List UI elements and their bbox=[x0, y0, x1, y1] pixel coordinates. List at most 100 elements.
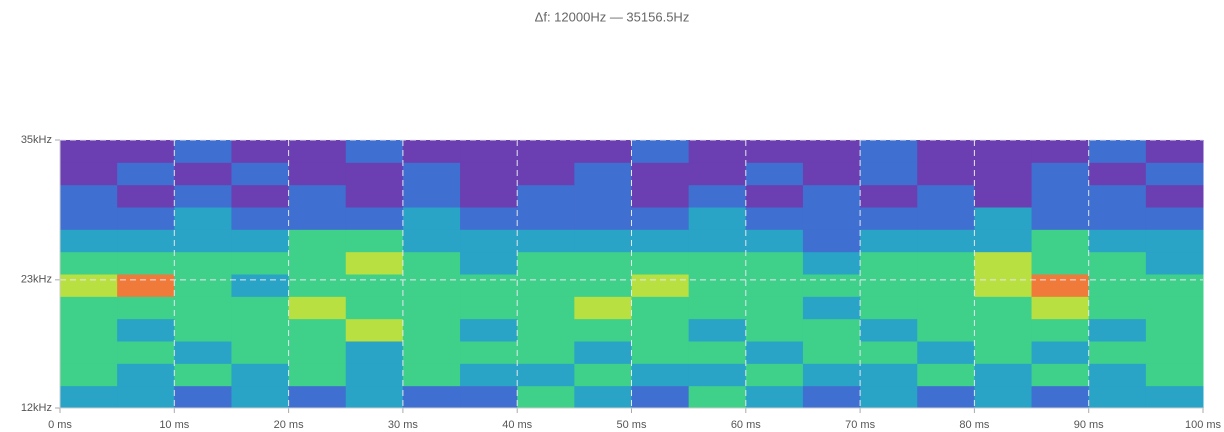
heatmap-cell bbox=[632, 207, 690, 230]
heatmap-cell bbox=[460, 386, 518, 409]
heatmap-cell bbox=[460, 363, 518, 386]
heatmap-cell bbox=[117, 185, 175, 208]
heatmap-cell bbox=[803, 341, 861, 364]
heatmap-cell bbox=[174, 252, 232, 275]
heatmap-cell bbox=[1146, 274, 1204, 297]
x-tick-label: 20 ms bbox=[274, 419, 304, 431]
heatmap-cell bbox=[231, 252, 289, 275]
heatmap-cell bbox=[917, 386, 975, 409]
heatmap-cell bbox=[746, 341, 804, 364]
heatmap-cell bbox=[231, 274, 289, 297]
heatmap-cell bbox=[517, 274, 575, 297]
heatmap-cell bbox=[860, 229, 918, 252]
heatmap-cell bbox=[231, 341, 289, 364]
heatmap-cell bbox=[917, 319, 975, 342]
heatmap-cell bbox=[517, 229, 575, 252]
heatmap-cell bbox=[60, 319, 118, 342]
heatmap-cell bbox=[517, 140, 575, 163]
heatmap-cell bbox=[917, 140, 975, 163]
heatmap-cell bbox=[1032, 229, 1090, 252]
heatmap-cell bbox=[632, 274, 690, 297]
heatmap-cell bbox=[803, 162, 861, 185]
heatmap-cell bbox=[860, 341, 918, 364]
heatmap-cell bbox=[1089, 252, 1147, 275]
heatmap-cell bbox=[60, 363, 118, 386]
heatmap-cell bbox=[117, 296, 175, 319]
heatmap-cell bbox=[917, 185, 975, 208]
heatmap-cell bbox=[60, 274, 118, 297]
heatmap-cell bbox=[974, 341, 1032, 364]
heatmap-cell bbox=[289, 229, 347, 252]
heatmap-cell bbox=[231, 140, 289, 163]
heatmap-cell bbox=[289, 341, 347, 364]
heatmap-cell bbox=[574, 386, 632, 409]
heatmap-cell bbox=[403, 185, 461, 208]
heatmap-cell bbox=[60, 207, 118, 230]
x-tick-label: 0 ms bbox=[48, 419, 72, 431]
heatmap-cell bbox=[803, 363, 861, 386]
heatmap-cell bbox=[574, 274, 632, 297]
heatmap-cell bbox=[117, 162, 175, 185]
heatmap-cell bbox=[346, 386, 404, 409]
heatmap-cell bbox=[917, 229, 975, 252]
heatmap-cell bbox=[289, 274, 347, 297]
heatmap-cell bbox=[574, 185, 632, 208]
heatmap-cell bbox=[632, 252, 690, 275]
y-tick-label: 35kHz bbox=[21, 134, 52, 146]
heatmap-cell bbox=[689, 140, 747, 163]
heatmap-cell bbox=[231, 229, 289, 252]
heatmap-cell bbox=[860, 296, 918, 319]
x-tick-label: 10 ms bbox=[159, 419, 189, 431]
heatmap-cell bbox=[632, 386, 690, 409]
heatmap-cell bbox=[917, 252, 975, 275]
heatmap-cell bbox=[1032, 363, 1090, 386]
heatmap-cell bbox=[1146, 363, 1204, 386]
heatmap-cell bbox=[746, 319, 804, 342]
heatmap-cell bbox=[860, 386, 918, 409]
heatmap-cell bbox=[174, 207, 232, 230]
heatmap-cell bbox=[689, 386, 747, 409]
heatmap-cell bbox=[974, 274, 1032, 297]
heatmap-cell bbox=[689, 207, 747, 230]
heatmap-cell bbox=[346, 296, 404, 319]
heatmap-cell bbox=[974, 296, 1032, 319]
chart: Δf: 12000Hz — 35156.5Hz 0 ms10 ms20 ms30… bbox=[0, 0, 1224, 432]
heatmap-cell bbox=[289, 363, 347, 386]
heatmap-cell bbox=[746, 140, 804, 163]
heatmap-cell bbox=[403, 274, 461, 297]
heatmap-cell bbox=[403, 341, 461, 364]
heatmap-cell bbox=[346, 363, 404, 386]
heatmap-cell bbox=[1146, 185, 1204, 208]
heatmap-cell bbox=[231, 319, 289, 342]
heatmap-cell bbox=[231, 386, 289, 409]
heatmap-cell bbox=[803, 386, 861, 409]
heatmap-cell bbox=[974, 162, 1032, 185]
heatmap-cell bbox=[1032, 140, 1090, 163]
heatmap-cell bbox=[1146, 341, 1204, 364]
heatmap-cell bbox=[460, 274, 518, 297]
heatmap-cell bbox=[60, 162, 118, 185]
heatmap-cell bbox=[803, 207, 861, 230]
heatmap-cell bbox=[632, 140, 690, 163]
heatmap-cell bbox=[117, 319, 175, 342]
heatmap-cell bbox=[746, 296, 804, 319]
heatmap-cell bbox=[460, 229, 518, 252]
heatmap-cell bbox=[174, 386, 232, 409]
heatmap-cell bbox=[60, 296, 118, 319]
heatmap-cell bbox=[746, 185, 804, 208]
heatmap-cell bbox=[403, 162, 461, 185]
heatmap-cell bbox=[174, 319, 232, 342]
heatmap-cell bbox=[1032, 274, 1090, 297]
heatmap-cell bbox=[1089, 341, 1147, 364]
heatmap-cell bbox=[746, 274, 804, 297]
heatmap-cell bbox=[689, 185, 747, 208]
heatmap-cell bbox=[574, 162, 632, 185]
heatmap-cell bbox=[974, 140, 1032, 163]
heatmap-cell bbox=[403, 296, 461, 319]
heatmap-cell bbox=[460, 319, 518, 342]
heatmap-cell bbox=[803, 319, 861, 342]
heatmap-cell bbox=[1089, 185, 1147, 208]
x-tick-label: 90 ms bbox=[1074, 419, 1104, 431]
heatmap-cell bbox=[860, 207, 918, 230]
heatmap-cell bbox=[917, 274, 975, 297]
